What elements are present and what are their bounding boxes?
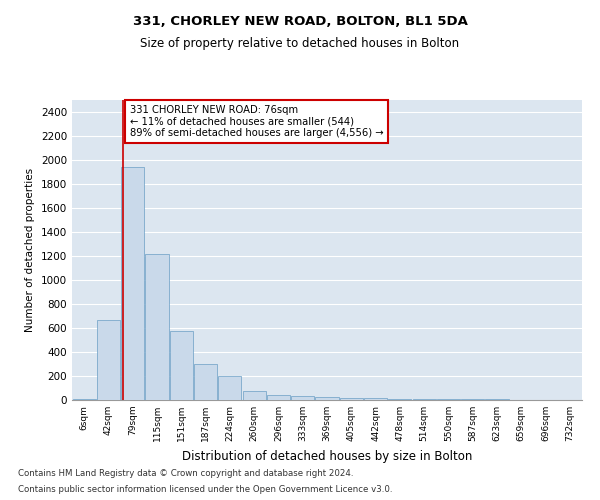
Bar [340,398,363,400]
Bar [194,364,217,400]
Bar [291,396,314,400]
Text: Size of property relative to detached houses in Bolton: Size of property relative to detached ho… [140,38,460,51]
Bar [218,376,241,400]
Bar [437,399,460,400]
Bar [364,398,387,400]
Bar [267,395,290,400]
Bar [145,254,169,400]
Bar [316,397,338,400]
Bar [388,398,412,400]
Text: Contains public sector information licensed under the Open Government Licence v3: Contains public sector information licen… [18,485,392,494]
Text: 331 CHORLEY NEW ROAD: 76sqm
← 11% of detached houses are smaller (544)
89% of se: 331 CHORLEY NEW ROAD: 76sqm ← 11% of det… [130,105,383,138]
Text: 331, CHORLEY NEW ROAD, BOLTON, BL1 5DA: 331, CHORLEY NEW ROAD, BOLTON, BL1 5DA [133,15,467,28]
Y-axis label: Number of detached properties: Number of detached properties [25,168,35,332]
Bar [97,320,120,400]
Bar [413,399,436,400]
Bar [170,331,193,400]
Text: Contains HM Land Registry data © Crown copyright and database right 2024.: Contains HM Land Registry data © Crown c… [18,468,353,477]
Bar [121,167,144,400]
Bar [242,391,266,400]
X-axis label: Distribution of detached houses by size in Bolton: Distribution of detached houses by size … [182,450,472,462]
